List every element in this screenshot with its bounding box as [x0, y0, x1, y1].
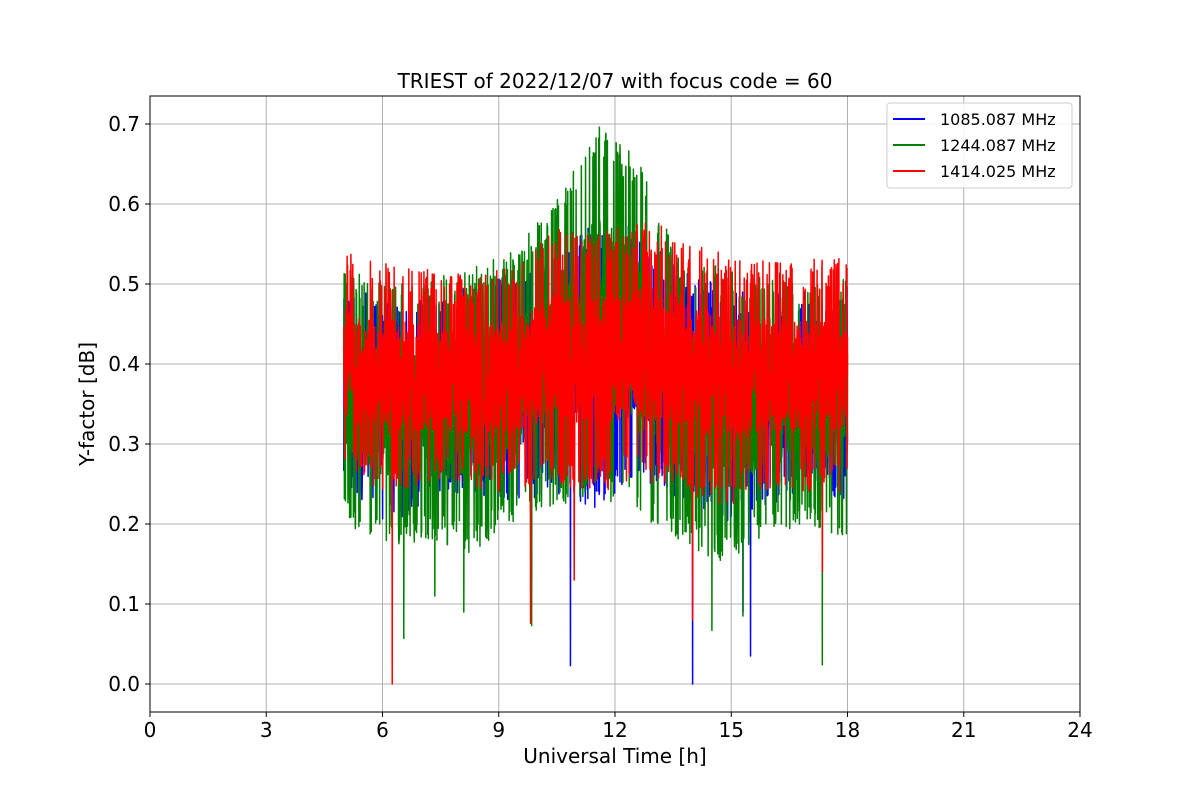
chart-title: TRIEST of 2022/12/07 with focus code = 6…: [397, 69, 833, 93]
y-tick-label: 0.6: [108, 192, 140, 216]
y-tick-label: 0.7: [108, 112, 140, 136]
x-tick-label: 15: [719, 718, 744, 742]
series-line-3: [343, 222, 849, 685]
x-tick-label: 21: [951, 718, 976, 742]
y-tick-label: 0.0: [108, 672, 140, 696]
legend-box: [886, 102, 1073, 189]
x-tick-label: 18: [835, 718, 860, 742]
y-tick-label: 0.5: [108, 272, 140, 296]
x-axis-label: Universal Time [h]: [523, 744, 706, 768]
x-axis-ticks: 0 3 6 9 12 15 18 21 24: [144, 712, 1093, 742]
x-tick-label: 12: [602, 718, 627, 742]
legend: 1085.087 MHz 1244.087 MHz 1414.025 MHz: [886, 102, 1073, 189]
y-tick-label: 0.1: [108, 592, 140, 616]
y-axis-ticks: 0.0 0.1 0.2 0.3 0.4 0.5 0.6 0.7: [108, 112, 150, 696]
x-tick-label: 3: [260, 718, 273, 742]
x-tick-label: 6: [376, 718, 389, 742]
x-tick-label: 0: [144, 718, 157, 742]
x-tick-label: 24: [1067, 718, 1092, 742]
series-layer: [343, 126, 849, 685]
y-axis-label: Y-factor [dB]: [75, 342, 99, 467]
y-tick-label: 0.3: [108, 432, 140, 456]
y-tick-label: 0.2: [108, 512, 140, 536]
legend-label: 1244.087 MHz: [940, 136, 1056, 155]
legend-label: 1085.087 MHz: [940, 110, 1056, 129]
y-tick-label: 0.4: [108, 352, 140, 376]
legend-label: 1414.025 MHz: [940, 162, 1056, 181]
x-tick-label: 9: [492, 718, 505, 742]
